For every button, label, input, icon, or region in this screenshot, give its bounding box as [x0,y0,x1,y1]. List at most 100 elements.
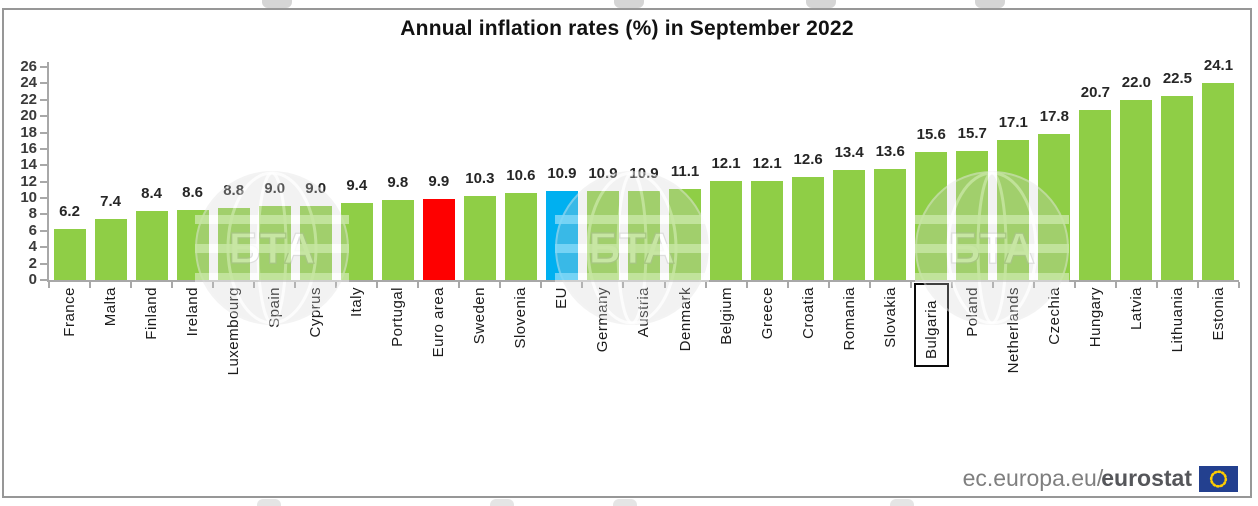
x-axis-label-text: Romania [840,287,858,351]
y-axis-label: 14 [20,156,37,174]
bar-romania [833,170,866,280]
x-axis-label-bulgaria: Bulgaria [911,283,952,368]
y-axis-tick [40,164,47,167]
y-axis-label: 8 [28,205,37,223]
y-axis-label: 4 [28,238,37,256]
bar-value-label-sweden: 10.3 [465,169,495,187]
bar-value-label-belgium: 12.1 [711,154,741,172]
bar-austria [628,190,660,280]
x-axis-label-text: Spain [266,287,284,328]
bar-value-label-hungary: 20.7 [1080,84,1110,102]
x-axis-label-euro-area: Euro area [418,287,459,357]
x-axis-label-text: Belgium [717,287,735,345]
bar-value-label-lithuania: 22.5 [1162,69,1193,87]
x-axis-label-greece: Greece [747,287,788,339]
bar-greece [751,180,784,280]
x-axis-tick [417,282,420,288]
x-axis-tick [909,282,912,288]
x-axis-label-hungary: Hungary [1075,287,1116,347]
bar-value-label-finland: 8.4 [141,185,162,203]
bar-value-label-portugal: 9.8 [387,173,409,191]
x-axis-label-czechia: Czechia [1034,287,1075,345]
y-axis-tick [40,147,47,150]
x-axis-label-slovenia: Slovenia [500,287,541,349]
x-axis-label-text: Germany [594,287,612,353]
x-axis-tick [89,282,92,288]
x-axis-tick [868,282,871,288]
x-axis-label-text: Cyprus [307,287,325,338]
bar-sweden [463,195,496,280]
bar-denmark [669,189,702,280]
eu-flag-icon [1199,465,1238,492]
x-axis-label-denmark: Denmark [665,287,706,351]
y-axis-label: 10 [20,189,37,207]
watermark-fragment [890,499,914,506]
bar-value-label-poland: 15.7 [957,125,987,143]
y-axis-tick [40,262,47,265]
y-axis-label: 6 [28,221,37,239]
bar-value-label-bulgaria: 15.6 [916,126,946,144]
bar-luxembourg [217,207,250,280]
chart-frame: Annual inflation rates (%) in September … [2,8,1252,498]
x-axis-label-text: Poland [963,287,981,337]
x-axis-label-text: Slovakia [881,287,899,348]
y-axis-tick [40,66,47,68]
x-axis-tick [171,282,174,288]
bar-france [53,229,86,280]
x-axis-label-romania: Romania [829,287,870,351]
x-axis-tick [458,282,461,288]
source-url-prefix: ec.europa.eu/ [962,465,1104,491]
bar-hungary [1079,110,1112,280]
x-axis-label-luxembourg: Luxembourg [213,287,254,375]
bar-czechia [1038,134,1071,280]
bar-slovenia [504,193,537,280]
bar-value-label-latvia: 22.0 [1121,73,1151,91]
y-axis-tick [40,98,47,101]
x-axis-label-croatia: Croatia [788,287,829,339]
y-axis-label: 16 [20,139,37,157]
bar-value-label-slovenia: 10.6 [506,167,536,185]
bar-eu [545,190,578,280]
y-axis-label: 18 [20,123,37,141]
watermark-fragment [975,0,1005,8]
x-axis-tick [48,282,50,288]
bar-value-label-slovakia: 13.6 [875,142,905,160]
x-axis-label-malta: Malta [90,287,131,326]
bar-value-label-netherlands: 17.1 [998,113,1028,131]
y-axis-tick [40,82,47,85]
bar-value-label-france: 6.2 [59,203,80,221]
x-axis-label-text: Slovenia [512,287,530,349]
bar-slovakia [874,168,907,280]
x-axis-label-text: France [61,287,79,337]
x-axis-tick [786,282,789,288]
x-axis-label-text: Euro area [430,287,448,358]
watermark-fragment [613,499,637,506]
x-axis-label-text: Malta [102,287,120,327]
x-axis-label-latvia: Latvia [1116,287,1157,330]
bar-estonia [1202,82,1235,280]
x-axis-label-austria: Austria [623,287,664,337]
x-axis-label-sweden: Sweden [459,287,500,344]
bar-value-label-estonia: 24.1 [1203,56,1234,74]
y-axis-tick [40,180,47,183]
y-axis-label: 12 [20,172,37,190]
bar-portugal [381,199,414,280]
y-axis-label: 20 [20,107,37,125]
x-axis-label-text: Bulgaria [922,300,940,360]
boxed-label-highlight: Bulgaria [913,283,949,368]
bar-croatia [792,176,825,280]
y-axis-label: 0 [28,271,37,288]
bar-value-label-malta: 7.4 [100,193,121,211]
y-axis [47,62,49,282]
y-axis-tick [40,115,47,118]
x-axis-label-belgium: Belgium [706,287,747,345]
x-axis-label-text: Denmark [676,287,694,352]
x-axis-label-text: EU [553,287,571,309]
y-axis-label: 2 [28,254,37,272]
x-axis-label-text: Czechia [1045,287,1063,345]
x-axis-label-text: Austria [635,287,653,338]
y-axis-tick [40,197,47,200]
watermark-fragment [262,0,292,8]
bar-finland [135,211,168,280]
x-axis-label-text: Sweden [471,287,489,345]
